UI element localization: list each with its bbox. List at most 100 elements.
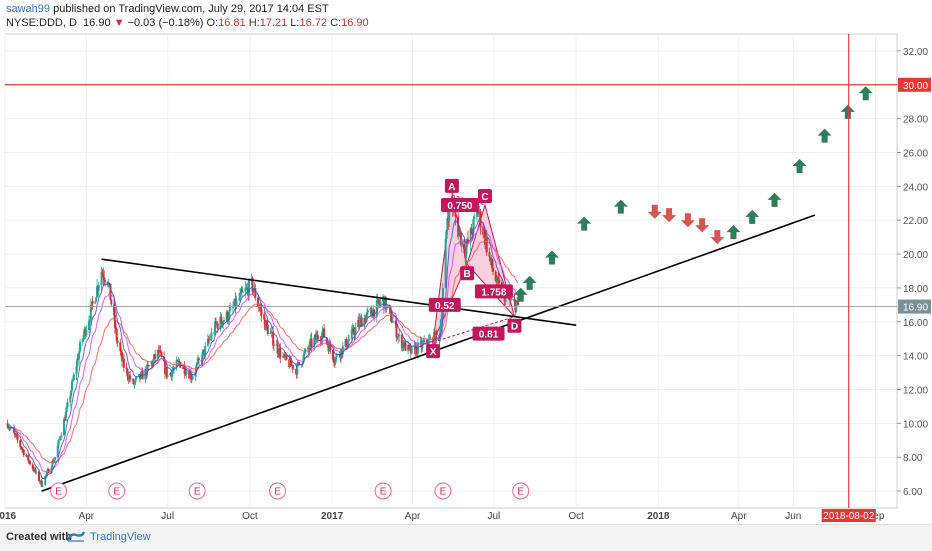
candle-body [20, 448, 23, 450]
candle-body [492, 268, 495, 272]
candle-body [515, 304, 518, 312]
candle-body [326, 342, 329, 346]
candle-body [204, 345, 207, 356]
candle-body [104, 280, 107, 282]
candle-body [239, 293, 242, 299]
forecast-up-arrow-icon [792, 159, 807, 174]
candle-body [407, 344, 410, 348]
candle-body [89, 305, 92, 320]
forecast-down-arrow-icon [647, 204, 662, 219]
price-tick-label: 32.00 [903, 47, 928, 58]
candle-body [71, 379, 74, 382]
candle-body [189, 372, 192, 379]
candle-body [160, 352, 163, 357]
candle-body [69, 396, 72, 403]
candle-body [209, 338, 212, 340]
axis-price-badge [898, 299, 931, 314]
candle-body [308, 341, 311, 349]
candle-body [156, 349, 159, 359]
forecast-up-arrow-icon [817, 128, 832, 143]
candle-body [375, 300, 378, 317]
candle-body [465, 247, 468, 259]
time-tick-label: 2016 [0, 511, 17, 522]
candle-body [172, 367, 175, 370]
pattern-ratio-badge [474, 284, 513, 299]
candle-body [266, 325, 269, 334]
tradingview-link[interactable]: TradingView [90, 531, 151, 543]
candle-body [285, 354, 288, 360]
candle-body [346, 345, 349, 348]
candle-body [458, 232, 461, 237]
earnings-marker-icon [269, 482, 287, 500]
candle-body [400, 334, 403, 348]
candle-body [88, 319, 91, 321]
candle-body [154, 354, 157, 359]
level-lines[interactable]: 30.00 16.90 2018-08-02 [5, 34, 931, 522]
candle-body [79, 341, 82, 352]
price-tick-label: 8.00 [903, 453, 923, 464]
candle-body [360, 317, 363, 327]
candle-body [256, 298, 259, 306]
candle-body [78, 351, 81, 360]
candle-body [184, 373, 187, 375]
author-link[interactable]: sawah99 [6, 3, 51, 15]
candle-body [244, 288, 247, 292]
time-tick-label: Oct [568, 511, 584, 522]
pattern-point-label: B [463, 269, 470, 280]
forecast-up-arrow-icon [613, 199, 628, 214]
candle-body [341, 345, 344, 355]
candle-body [113, 315, 116, 328]
candle-body [460, 239, 463, 246]
candle-body [133, 381, 136, 385]
price-tick-label: 24.00 [903, 182, 928, 193]
candle-body [423, 339, 426, 343]
axis-price-badge-label: 30.00 [903, 81, 928, 92]
time-tick-label: Oct [242, 511, 258, 522]
candle-body [66, 402, 69, 407]
candle-body [459, 232, 462, 246]
candle-body [51, 461, 54, 468]
candle-body [122, 358, 125, 368]
candle-body [473, 217, 476, 220]
candle-body [210, 332, 213, 339]
price-tick-label: 14.00 [903, 352, 928, 363]
candle-body [513, 298, 516, 302]
candle-body [102, 273, 105, 278]
publish-line: sawah99 published on TradingView.com, Ju… [6, 3, 329, 15]
trendline [101, 258, 577, 326]
earnings-marker-label: E [380, 487, 387, 498]
earnings-marker-label: E [440, 487, 447, 498]
candle-body [488, 252, 491, 257]
pattern-ratio-label: 0.81 [479, 330, 499, 341]
candle-body [103, 277, 106, 281]
forecast-down-arrow-icon [695, 218, 710, 233]
candle-body [395, 323, 398, 338]
earnings-marker-label: E [113, 487, 120, 498]
earnings-marker-label: E [55, 487, 62, 498]
candle-body [12, 427, 15, 433]
pattern-ratio-badge [440, 197, 479, 212]
candle-body [60, 435, 63, 438]
candle-body [329, 343, 332, 351]
time-tick-label: 2017 [321, 511, 344, 522]
forecast-up-arrow-icon [544, 250, 559, 265]
candle-body [235, 299, 238, 308]
pattern-point-badge [444, 178, 459, 193]
candle-body [347, 340, 350, 346]
candle-body [408, 347, 411, 349]
candle-body [410, 345, 413, 354]
price-tick-label: 26.00 [903, 149, 928, 160]
candle-body [214, 321, 217, 324]
candle-body [263, 314, 266, 320]
open-value: 16.81 [218, 17, 246, 29]
candle-body [58, 438, 61, 440]
candle-body [446, 217, 449, 230]
time-tick-label: Apr [731, 511, 747, 522]
time-tick-label: Jul [161, 511, 174, 522]
candle-body [45, 474, 48, 477]
candle-body [463, 239, 466, 254]
date-marker-label: 2018-08-02 [823, 511, 875, 522]
candle-body [258, 307, 261, 309]
